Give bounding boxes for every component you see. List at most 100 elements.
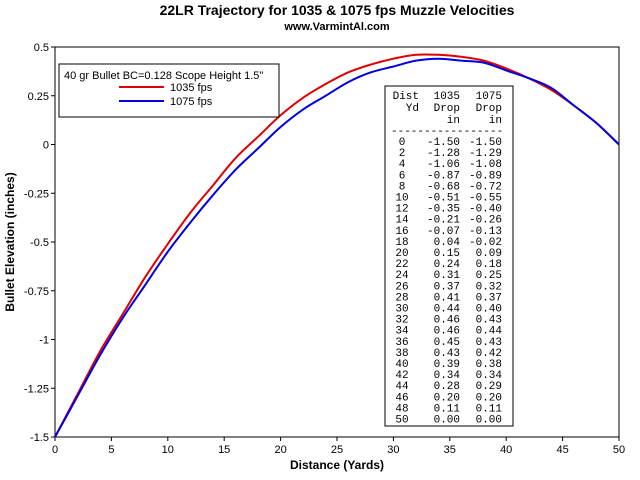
table-cell: 32 [395, 315, 408, 327]
table-cell: 0.43 [434, 348, 460, 360]
y-tick-label: 0.25 [28, 91, 49, 103]
table-cell: 0.32 [476, 281, 502, 293]
table-header-cell: Yd [406, 103, 419, 115]
x-tick-label: 20 [274, 444, 286, 456]
table-cell: 0.00 [434, 415, 460, 427]
y-tick-label: 0 [43, 140, 49, 152]
table-cell: 0.38 [476, 359, 502, 371]
table-cell: -1.50 [427, 137, 460, 149]
y-tick-label: -0.25 [24, 188, 49, 200]
table-cell: 16 [395, 226, 408, 238]
table-cell: 0.43 [476, 337, 502, 349]
table-cell: 50 [395, 415, 408, 427]
table-cell: 0.25 [476, 270, 502, 282]
drop-table-box [384, 85, 514, 427]
chart-title: 22LR Trajectory for 1035 & 1075 fps Muzz… [160, 2, 515, 18]
y-tick-label: -1.25 [24, 383, 49, 395]
legend: 40 gr Bullet BC=0.128 Scope Height 1.5" … [58, 63, 280, 118]
table-cell: 0.34 [434, 370, 461, 382]
table-cell: -0.51 [427, 193, 460, 205]
table-cell: 28 [395, 292, 408, 304]
table-header-cell: 1075 [476, 91, 502, 103]
table-cell: 0.44 [434, 304, 461, 316]
table-header-cell: in [447, 115, 460, 127]
table-cell: 12 [395, 204, 408, 216]
table-cell: 0.20 [476, 392, 502, 404]
table-cell: 10 [395, 193, 408, 205]
series-line-blue [54, 57, 620, 438]
table-header-cell: Dist [393, 91, 419, 103]
x-tick-label: 40 [500, 444, 512, 456]
x-tick-label: 15 [218, 444, 230, 456]
table-header-cell: Drop [476, 103, 502, 115]
y-tick-label: -0.75 [24, 286, 49, 298]
table-cell: 0.39 [434, 359, 460, 371]
table-cell: 26 [395, 281, 408, 293]
table-cell: 0.46 [434, 326, 460, 338]
table-header-cell: Drop [434, 103, 460, 115]
table-cell: 48 [395, 403, 408, 415]
table-cell: 0.34 [476, 370, 503, 382]
x-tick-label: 0 [52, 444, 58, 456]
table-cell: 42 [395, 370, 408, 382]
legend-label: 1035 fps [170, 82, 213, 94]
table-cell: 0.20 [434, 392, 460, 404]
table-cell: 38 [395, 348, 408, 360]
table-header-cell: 1035 [434, 91, 460, 103]
table-cell: 0.42 [476, 348, 502, 360]
legend-box [58, 63, 280, 118]
table-cell: -1.50 [469, 137, 502, 149]
table-cell: 0.04 [434, 237, 461, 249]
table-cell: 0.18 [476, 259, 502, 271]
series-layer [54, 53, 620, 438]
x-axis: 0 5 10 15 20 25 30 35 40 45 50 [52, 437, 625, 456]
table-cell: -1.08 [469, 159, 502, 171]
table-cell: 2 [399, 148, 406, 160]
table-cell: 0.09 [476, 248, 502, 260]
table-cell: -0.87 [427, 170, 460, 182]
table-cell: 8 [399, 181, 406, 193]
x-tick-label: 45 [556, 444, 568, 456]
table-cell: 44 [395, 381, 409, 393]
table-cell: 0.46 [434, 315, 460, 327]
y-tick-label: -1 [39, 335, 49, 347]
table-cell: -0.26 [469, 215, 502, 227]
table-cell: -1.28 [427, 148, 460, 160]
y-tick-label: -0.5 [30, 237, 49, 249]
table-cell: 14 [395, 215, 409, 227]
x-tick-label: 30 [387, 444, 399, 456]
table-cell: -0.40 [469, 204, 502, 216]
table-cell: 0.11 [434, 403, 461, 415]
table-cell: 0.45 [434, 337, 460, 349]
y-axis: 0.5 0.25 0 -0.25 -0.5 -0.75 -1 -1.25 -1.5 [24, 42, 55, 444]
table-cell: 18 [395, 237, 408, 249]
table-cell: -0.13 [469, 226, 502, 238]
table-cell: 0.43 [476, 315, 502, 327]
table-cell: 0.31 [434, 270, 461, 282]
table-cell: 0 [399, 137, 406, 149]
y-tick-label: 0.5 [34, 42, 49, 54]
y-axis-title: Bullet Elevation (inches) [3, 172, 17, 311]
table-cell: 20 [395, 248, 408, 260]
table-cell: -0.55 [469, 193, 502, 205]
x-tick-label: 35 [444, 444, 456, 456]
table-cell: -0.89 [469, 170, 502, 182]
table-cell: -0.21 [427, 215, 460, 227]
table-cell: 24 [395, 270, 409, 282]
table-cell: 0.00 [476, 415, 502, 427]
x-tick-label: 5 [108, 444, 114, 456]
y-tick-label: -1.5 [30, 432, 49, 444]
table-header-cell: in [489, 115, 502, 127]
table-cell: 0.29 [476, 381, 502, 393]
table-cell: 6 [399, 170, 406, 182]
table-cell: 0.28 [434, 381, 460, 393]
table-cell: -0.07 [427, 226, 460, 238]
table-cell: 4 [399, 159, 406, 171]
table-cell: 0.15 [434, 248, 460, 260]
table-cell: 0.40 [476, 304, 502, 316]
table-cell: 34 [395, 326, 409, 338]
table-cell: 0.41 [434, 292, 461, 304]
chart-subtitle: www.VarmintAl.com [283, 21, 390, 33]
